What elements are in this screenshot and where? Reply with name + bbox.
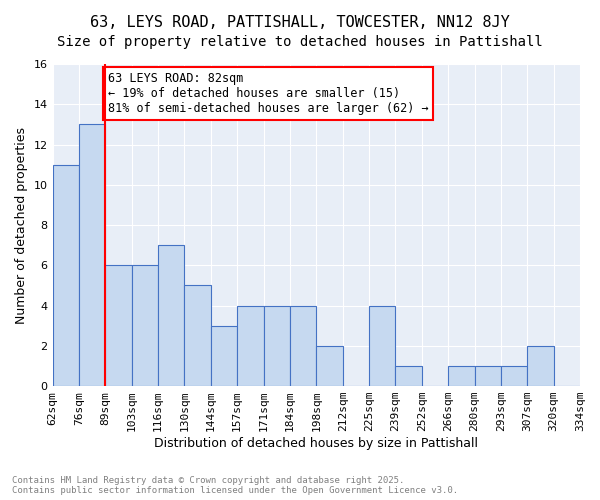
Text: 63 LEYS ROAD: 82sqm
← 19% of detached houses are smaller (15)
81% of semi-detach: 63 LEYS ROAD: 82sqm ← 19% of detached ho… [108,72,428,115]
Bar [475,366,501,386]
Text: Contains HM Land Registry data © Crown copyright and database right 2025.
Contai: Contains HM Land Registry data © Crown c… [12,476,458,495]
Bar [290,306,316,386]
Bar [501,366,527,386]
Bar [184,286,211,386]
Bar [263,306,290,386]
X-axis label: Distribution of detached houses by size in Pattishall: Distribution of detached houses by size … [154,437,478,450]
Bar [79,124,105,386]
Bar [53,164,79,386]
Y-axis label: Number of detached properties: Number of detached properties [15,126,28,324]
Bar [316,346,343,386]
Bar [211,326,237,386]
Text: Size of property relative to detached houses in Pattishall: Size of property relative to detached ho… [57,35,543,49]
Bar [527,346,554,386]
Bar [131,266,158,386]
Bar [237,306,263,386]
Text: 63, LEYS ROAD, PATTISHALL, TOWCESTER, NN12 8JY: 63, LEYS ROAD, PATTISHALL, TOWCESTER, NN… [90,15,510,30]
Bar [395,366,422,386]
Bar [448,366,475,386]
Bar [105,266,131,386]
Bar [369,306,395,386]
Bar [158,245,184,386]
